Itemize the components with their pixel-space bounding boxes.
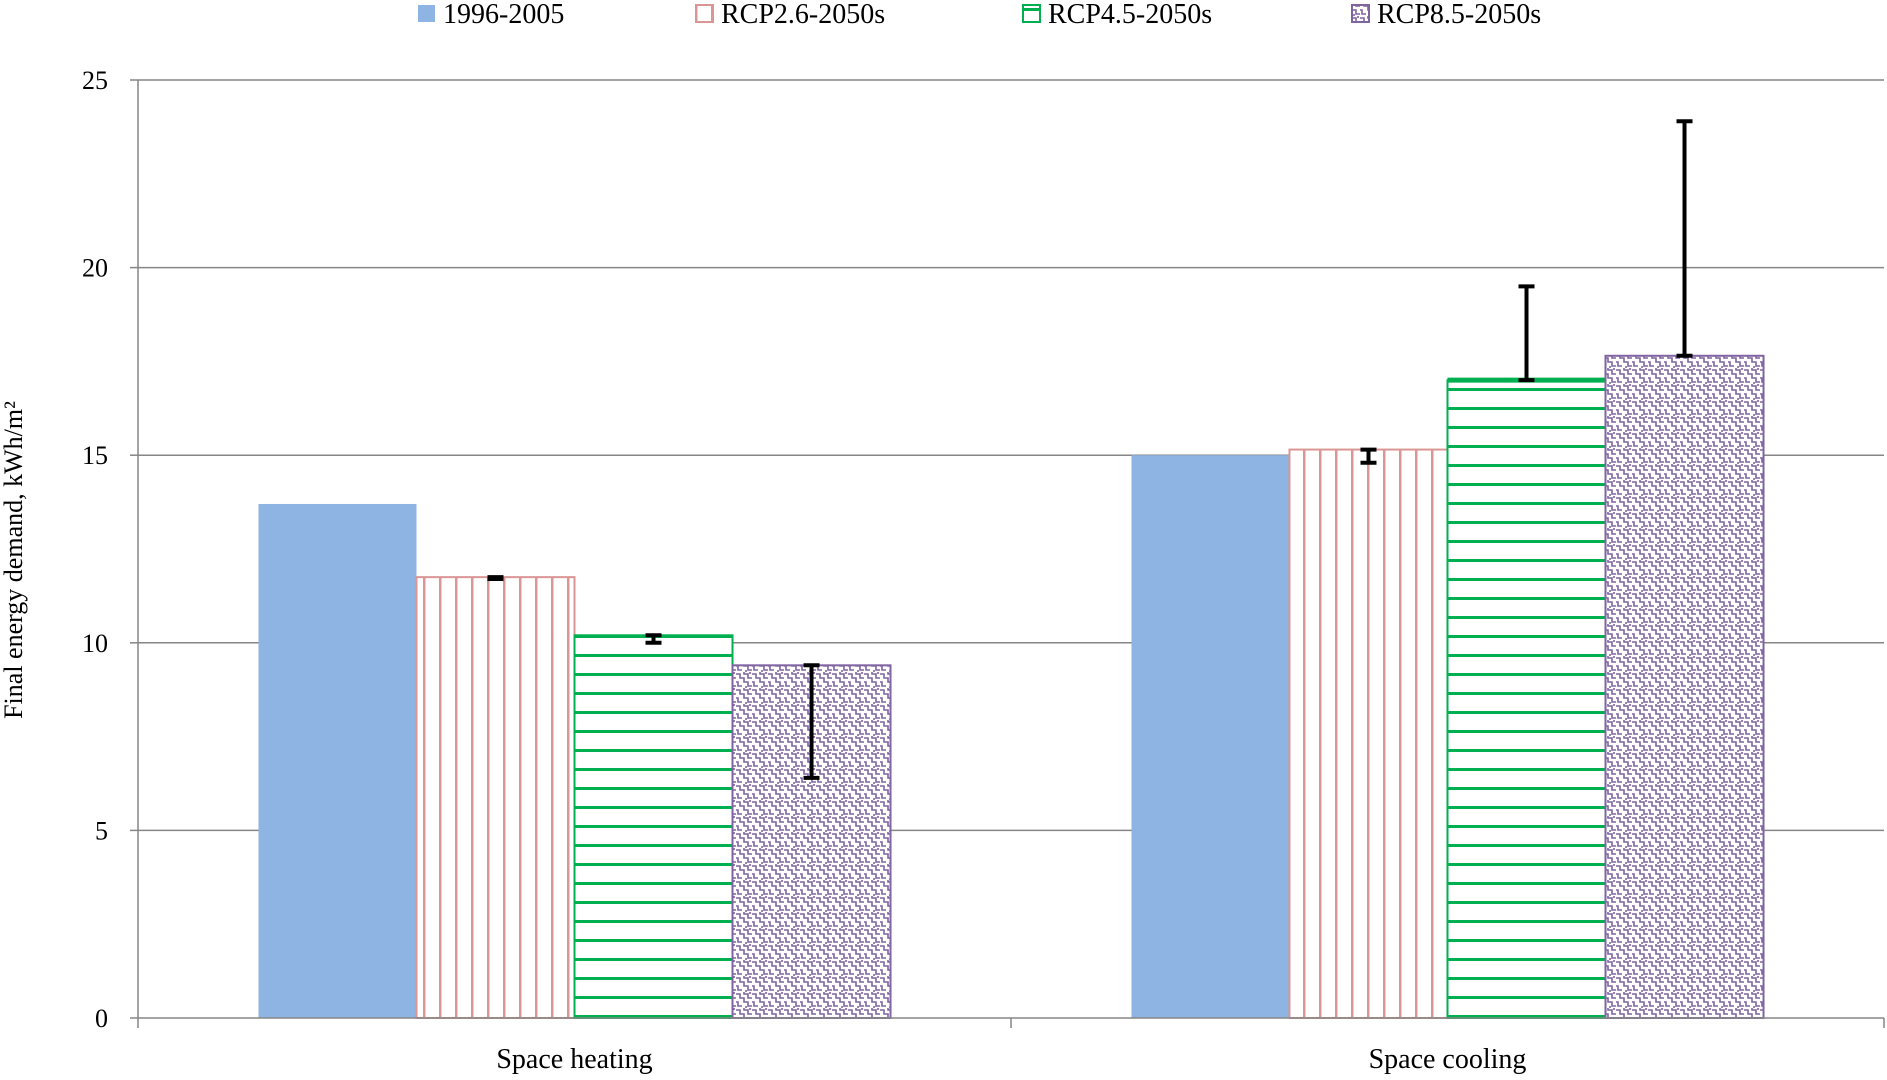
legend-item-RCP2.6-2050s: RCP2.6-2050s [695,0,885,30]
legend-label: RCP4.5-2050s [1048,0,1212,30]
error-bar-RCP2.6-2050s-Space heating [487,575,504,582]
legend-item-RCP4.5-2050s: RCP4.5-2050s [1022,0,1212,30]
y-tick-label: 5 [95,816,108,845]
bar-1996-2005-Space heating [258,503,417,1018]
y-tick-label: 0 [95,1004,108,1033]
legend-label: RCP8.5-2050s [1377,0,1541,30]
legend-label: 1996-2005 [443,0,564,30]
x-tick-label: Space heating [496,1044,652,1075]
y-tick-label: 25 [82,66,108,95]
bar-RCP8.5-2050s-Space cooling [1604,354,1765,1020]
y-axis-title: Final energy demand, kWh/m² [0,401,28,719]
error-bar-RCP4.5-2050s-Space cooling [1518,284,1535,383]
y-tick-label: 15 [82,441,108,470]
error-bar-RCP8.5-2050s-Space heating [803,663,820,780]
bar-RCP2.6-2050s-Space heating [415,576,576,1019]
bar-RCP4.5-2050s-Space cooling [1446,379,1607,1020]
bars-layer [258,354,1765,1020]
axes-layer [137,80,1885,1028]
error-bar-RCP8.5-2050s-Space cooling [1676,119,1693,358]
y-tick-label: 20 [82,254,108,283]
legend-label: RCP2.6-2050s [721,0,885,30]
bar-RCP2.6-2050s-Space cooling [1288,448,1449,1019]
legend-item-RCP8.5-2050s: RCP8.5-2050s [1351,0,1541,30]
legend-swatch [1351,4,1370,23]
y-tick-labels: 0 5 10 15 20 25 [82,66,108,1033]
error-bar-RCP4.5-2050s-Space heating [645,633,662,645]
error-bars-layer [487,119,1693,780]
legend: 1996-2005 RCP2.6-2050s RCP4.5-2050s RCP8.5-… [418,0,1541,30]
bar-1996-2005-Space cooling [1131,455,1290,1018]
legend-swatch [1022,4,1041,23]
legend-swatch [695,4,714,23]
legend-swatch [418,5,435,22]
x-tick-labels: Space heating Space cooling [496,1044,1526,1075]
x-tick-label: Space cooling [1369,1044,1527,1075]
legend-item-1996-2005: 1996-2005 [418,0,564,30]
bar-RCP4.5-2050s-Space heating [573,634,734,1020]
y-tick-label: 10 [82,629,108,658]
error-bar-RCP2.6-2050s-Space cooling [1360,447,1377,465]
